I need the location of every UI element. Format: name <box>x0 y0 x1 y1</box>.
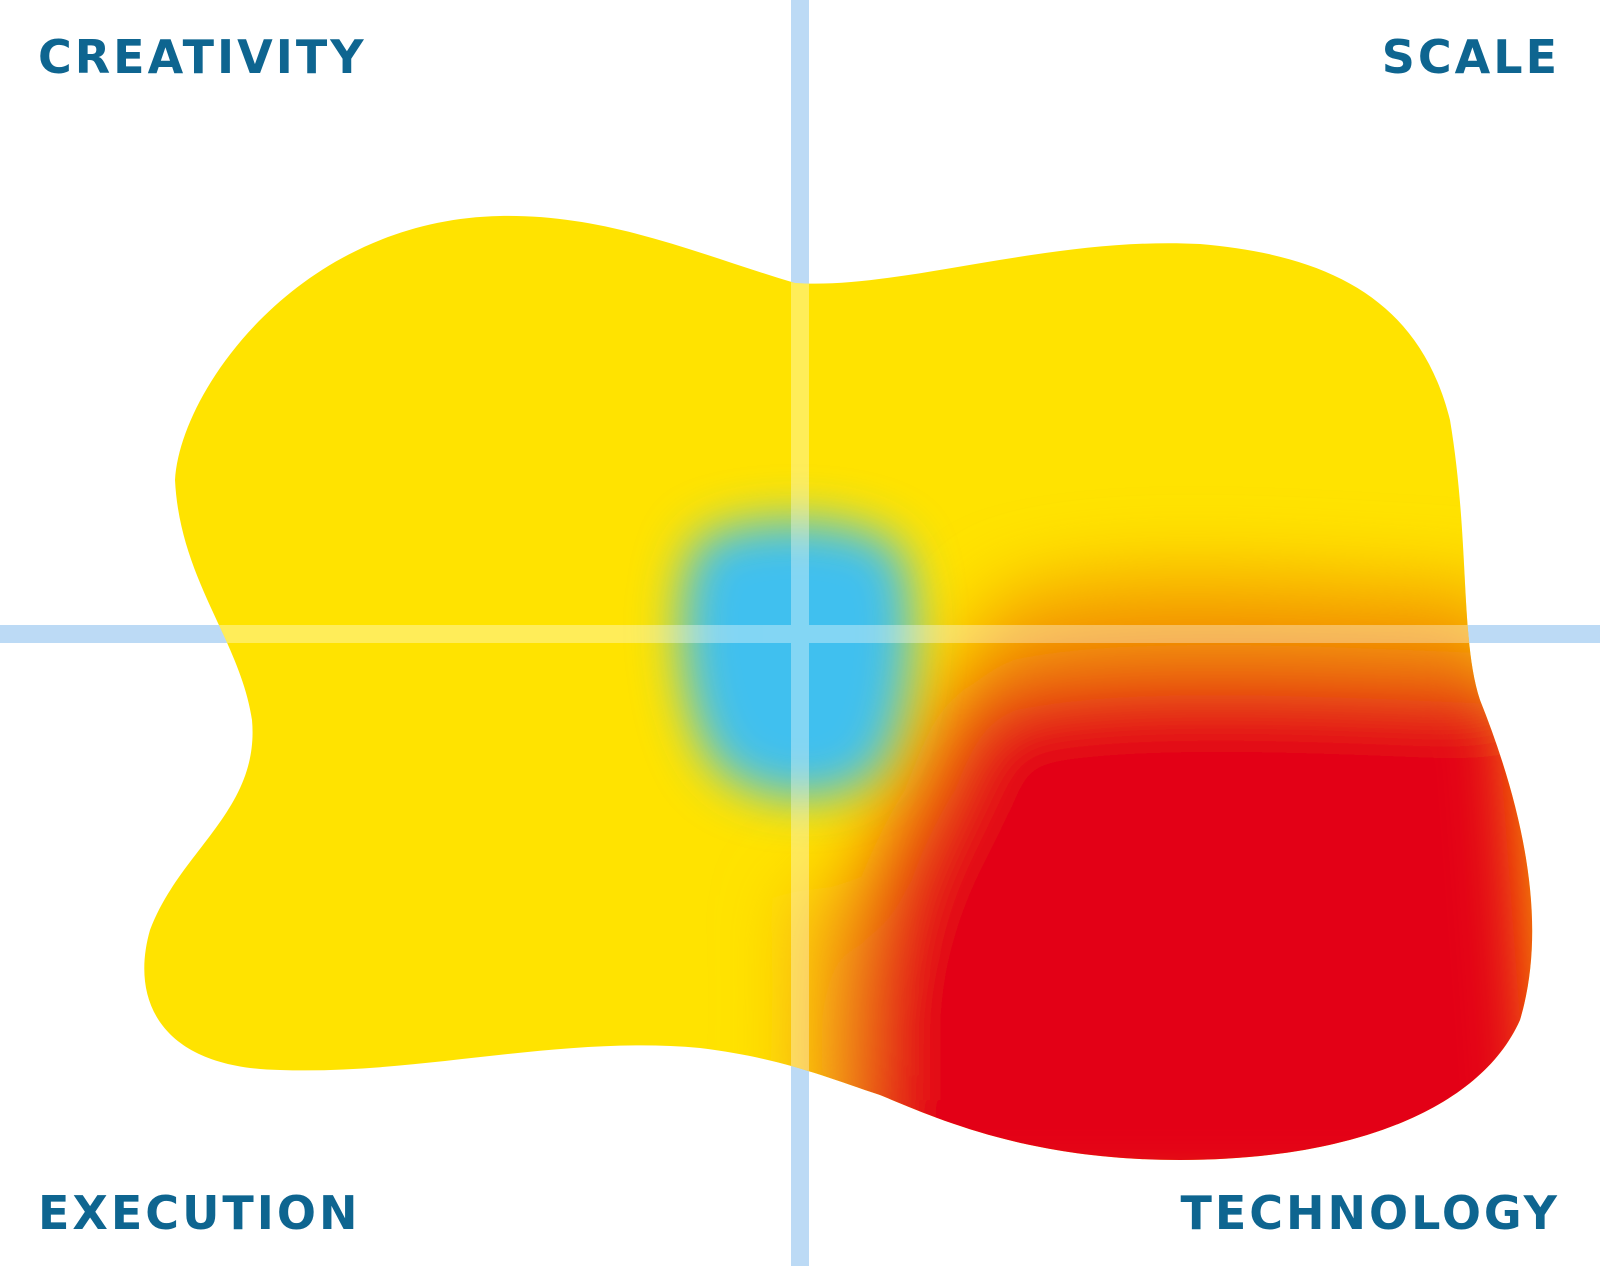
label-creativity: CREATIVITY <box>38 30 367 84</box>
label-scale: SCALE <box>1381 30 1560 84</box>
label-technology: TECHNOLOGY <box>1180 1186 1560 1240</box>
label-execution: EXECUTION <box>38 1186 361 1240</box>
